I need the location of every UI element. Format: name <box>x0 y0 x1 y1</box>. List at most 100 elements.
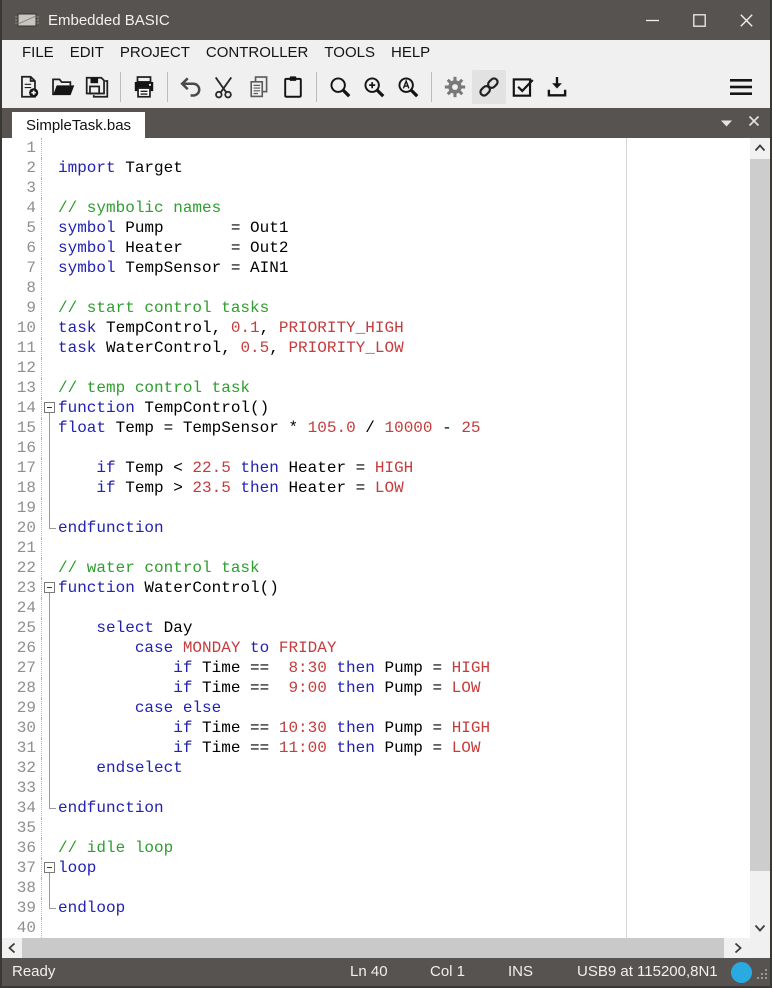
code-line[interactable]: 38 <box>2 878 750 898</box>
horizontal-scrollbar[interactable] <box>2 938 750 958</box>
horizontal-scrollbar-thumb[interactable] <box>22 938 724 958</box>
vertical-scrollbar[interactable] <box>750 138 770 938</box>
tab-close-icon[interactable] <box>748 114 760 132</box>
code-line[interactable]: 19 <box>2 498 750 518</box>
code-line[interactable]: 21 <box>2 538 750 558</box>
code-line[interactable]: 36 // idle loop <box>2 838 750 858</box>
maximize-button[interactable] <box>676 0 723 40</box>
code-line[interactable]: 25 select Day <box>2 618 750 638</box>
code-line[interactable]: 27 if Time == 8:30 then Pump = HIGH <box>2 658 750 678</box>
cut-button[interactable] <box>208 70 242 104</box>
code-line[interactable]: 30 if Time == 10:30 then Pump = HIGH <box>2 718 750 738</box>
code-line[interactable]: 31 if Time == 11:00 then Pump = LOW <box>2 738 750 758</box>
code-text: select Day <box>96 619 193 637</box>
new-file-button[interactable] <box>12 70 46 104</box>
line-number: 38 <box>2 878 42 898</box>
fold-toggle[interactable] <box>42 398 58 418</box>
menu-tools[interactable]: TOOLS <box>324 44 375 61</box>
code-line[interactable]: 7 symbol TempSensor = AIN1 <box>2 258 750 278</box>
code-line[interactable]: 40 <box>2 918 750 938</box>
fold-guide <box>42 898 58 918</box>
code-lines: 1 2 import Target 3 4 // symbolic names 5 symbo… <box>2 138 750 938</box>
code-line[interactable]: 17 if Temp < 22.5 then Heater = HIGH <box>2 458 750 478</box>
zoom-in-button[interactable] <box>357 70 391 104</box>
find-text-button[interactable] <box>391 70 425 104</box>
code-line[interactable]: 35 <box>2 818 750 838</box>
code-line[interactable]: 1 <box>2 138 750 158</box>
menu-bar: FILE EDIT PROJECT CONTROLLER TOOLS HELP <box>2 40 770 66</box>
toolbar-separator <box>167 72 168 102</box>
resize-grip[interactable] <box>755 967 768 984</box>
code-line[interactable]: 15 float Temp = TempSensor * 105.0 / 1000… <box>2 418 750 438</box>
code-text: import Target <box>58 159 183 177</box>
close-button[interactable] <box>723 0 770 40</box>
fold-guide <box>42 598 58 618</box>
verify-check-button[interactable] <box>506 70 540 104</box>
code-text: function WaterControl() <box>58 579 279 597</box>
code-line[interactable]: 11 task WaterControl, 0.5, PRIORITY_LOW <box>2 338 750 358</box>
code-line[interactable]: 22 // water control task <box>2 558 750 578</box>
print-button[interactable] <box>127 70 161 104</box>
code-line[interactable]: 23 function WaterControl() <box>2 578 750 598</box>
settings-gear-button[interactable] <box>438 70 472 104</box>
tab-simpletask[interactable]: SimpleTask.bas <box>12 112 146 138</box>
code-line[interactable]: 20 endfunction <box>2 518 750 538</box>
save-file-button[interactable] <box>80 70 114 104</box>
status-bar: Ready Ln 40 Col 1 INS USB9 at 115200,8N1 <box>2 958 770 986</box>
line-number: 31 <box>2 738 42 758</box>
code-line[interactable]: 5 symbol Pump = Out1 <box>2 218 750 238</box>
line-number: 20 <box>2 518 42 538</box>
code-line[interactable]: 28 if Time == 9:00 then Pump = LOW <box>2 678 750 698</box>
code-text: if Temp < 22.5 then Heater = HIGH <box>96 459 414 477</box>
fold-guide <box>42 778 58 798</box>
scroll-up-icon[interactable] <box>750 138 770 158</box>
vertical-scrollbar-thumb[interactable] <box>750 159 770 871</box>
code-line[interactable]: 3 <box>2 178 750 198</box>
menu-help[interactable]: HELP <box>390 44 431 61</box>
menu-edit[interactable]: EDIT <box>69 44 104 61</box>
open-file-button[interactable] <box>46 70 80 104</box>
code-line[interactable]: 8 <box>2 278 750 298</box>
code-line[interactable]: 34 endfunction <box>2 798 750 818</box>
code-line[interactable]: 33 <box>2 778 750 798</box>
download-to-device-button[interactable] <box>540 70 574 104</box>
code-line[interactable]: 26 case MONDAY to FRIDAY <box>2 638 750 658</box>
minimize-button[interactable] <box>629 0 676 40</box>
paste-button[interactable] <box>276 70 310 104</box>
scroll-down-icon[interactable] <box>750 918 770 938</box>
code-line[interactable]: 37 loop <box>2 858 750 878</box>
menu-project[interactable]: PROJECT <box>119 44 190 61</box>
code-line[interactable]: 14 function TempControl() <box>2 398 750 418</box>
code-line[interactable]: 10 task TempControl, 0.1, PRIORITY_HIGH <box>2 318 750 338</box>
code-line[interactable]: 24 <box>2 598 750 618</box>
code-line[interactable]: 29 case else <box>2 698 750 718</box>
fold-guide <box>42 698 58 718</box>
fold-toggle[interactable] <box>42 858 58 878</box>
status-line: Ln 40 <box>350 963 388 980</box>
code-line[interactable]: 9 // start control tasks <box>2 298 750 318</box>
scroll-right-icon[interactable] <box>728 938 748 958</box>
code-line[interactable]: 32 endselect <box>2 758 750 778</box>
fold-guide <box>42 298 58 318</box>
code-line[interactable]: 2 import Target <box>2 158 750 178</box>
search-button[interactable] <box>323 70 357 104</box>
connect-link-button[interactable] <box>472 70 506 104</box>
code-line[interactable]: 13 // temp control task <box>2 378 750 398</box>
code-text: symbol TempSensor = AIN1 <box>58 259 289 277</box>
code-line[interactable]: 16 <box>2 438 750 458</box>
tab-list-dropdown[interactable] <box>721 114 732 132</box>
fold-toggle[interactable] <box>42 578 58 598</box>
hamburger-menu-button[interactable] <box>724 70 758 104</box>
code-editor-surface[interactable]: 1 2 import Target 3 4 // symbolic names 5 symbo… <box>2 138 750 938</box>
scroll-left-icon[interactable] <box>2 938 22 958</box>
menu-file[interactable]: FILE <box>22 44 54 61</box>
undo-button[interactable] <box>174 70 208 104</box>
code-line[interactable]: 12 <box>2 358 750 378</box>
line-number: 11 <box>2 338 42 358</box>
code-line[interactable]: 6 symbol Heater = Out2 <box>2 238 750 258</box>
menu-controller[interactable]: CONTROLLER <box>205 44 309 61</box>
code-line[interactable]: 4 // symbolic names <box>2 198 750 218</box>
copy-button[interactable] <box>242 70 276 104</box>
code-line[interactable]: 18 if Temp > 23.5 then Heater = LOW <box>2 478 750 498</box>
code-line[interactable]: 39 endloop <box>2 898 750 918</box>
